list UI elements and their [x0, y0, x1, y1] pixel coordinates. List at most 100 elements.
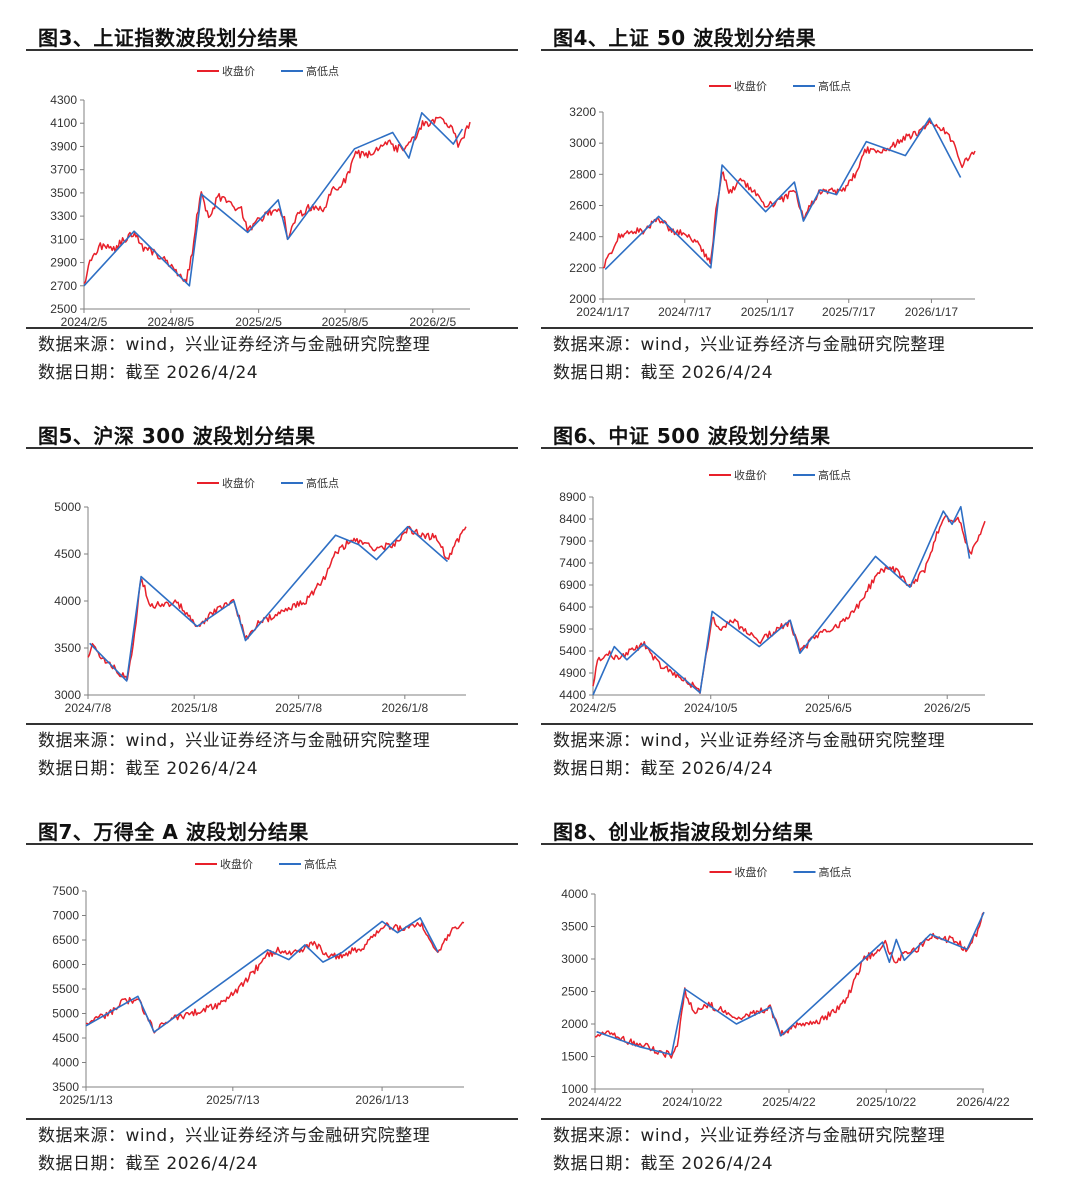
title-rule — [541, 447, 1033, 449]
x-tick-label: 2024/10/5 — [684, 701, 738, 715]
y-tick-label: 3500 — [50, 186, 77, 200]
source-rule — [26, 327, 518, 329]
chart-panel-wind-a: 图7、万得全 A 波段划分结果 3500 4000 4500 5000 5500 6000… — [26, 806, 518, 1184]
line-chart: 1000 1500 2000 2500 3000 3500 4000 2024/4/22 202… — [561, 865, 1010, 1109]
x-tick-label: 2024/2/5 — [61, 315, 108, 329]
x-tick-label: 2024/1/17 — [576, 305, 630, 319]
legend-pivot-item-label: 高低点 — [306, 476, 339, 490]
x-tick-label: 2026/1/13 — [355, 1093, 409, 1107]
y-tick-label: 4500 — [52, 1031, 79, 1045]
y-tick-label: 5000 — [54, 500, 81, 514]
y-tick-label: 3100 — [50, 232, 77, 246]
line-chart: 2500 2700 2900 3100 3300 3500 3700 3900 4100 4300… — [50, 64, 471, 329]
y-tick-label: 3700 — [50, 163, 77, 177]
x-tick-label: 2026/2/5 — [409, 315, 456, 329]
source-rule — [541, 723, 1033, 725]
title-rule — [26, 843, 518, 845]
legend-pivot-item-label: 高低点 — [819, 865, 852, 879]
x-tick-label: 2025/1/17 — [741, 305, 795, 319]
y-tick-label: 3000 — [561, 952, 588, 966]
y-tick-label: 5500 — [52, 982, 79, 996]
legend-pivot-item-label: 高低点 — [818, 79, 851, 93]
y-tick-label: 7500 — [52, 884, 79, 898]
title-rule — [26, 49, 518, 51]
pivot-series — [83, 111, 464, 287]
y-tick-label: 4000 — [54, 594, 81, 608]
chart-legend: 收盘价 高低点 — [709, 865, 852, 879]
x-tick-label: 2025/7/13 — [206, 1093, 260, 1107]
close-price-series — [83, 116, 471, 284]
x-tick-label: 2024/7/8 — [65, 701, 112, 715]
chart-panel-sse: 图3、上证指数波段划分结果 2500 2700 2900 3100 3300 3500 37… — [26, 12, 518, 390]
chart-panel-csi300: 图5、沪深 300 波段划分结果 3000 3500 4000 4500 5000 202… — [26, 410, 518, 788]
y-tick-label: 4300 — [50, 93, 77, 107]
source-rule — [541, 327, 1033, 329]
legend-close-item-label: 收盘价 — [735, 865, 768, 879]
legend-close-item-label: 收盘价 — [220, 857, 253, 871]
y-tick-label: 2500 — [50, 302, 77, 316]
data-source-note: 数据来源：wind，兴业证券经济与金融研究院整理 — [553, 335, 946, 355]
x-tick-label: 2024/10/22 — [662, 1095, 722, 1109]
y-tick-label: 6400 — [559, 600, 586, 614]
line-chart: 3000 3500 4000 4500 5000 2024/7/8 2025/1/8 2025… — [54, 476, 467, 715]
x-tick-label: 2024/2/5 — [570, 701, 617, 715]
line-chart: 3500 4000 4500 5000 5500 6000 6500 7000 7500 2025… — [52, 857, 465, 1107]
y-tick-label: 6500 — [52, 933, 79, 947]
figure-title: 图6、中证 500 波段划分结果 — [553, 424, 831, 448]
close-price-series — [85, 921, 465, 1034]
legend-close-item-label: 收盘价 — [222, 64, 255, 78]
chart-panel-sse50: 图4、上证 50 波段划分结果 2000 2200 2400 2600 2800 3000… — [541, 12, 1033, 390]
x-tick-label: 2026/1/8 — [381, 701, 428, 715]
y-tick-label: 3300 — [50, 209, 77, 223]
y-tick-label: 7000 — [52, 909, 79, 923]
legend-pivot-item-label: 高低点 — [304, 857, 337, 871]
data-source-note: 数据来源：wind，兴业证券经济与金融研究院整理 — [38, 1126, 431, 1146]
y-tick-label: 3500 — [561, 920, 588, 934]
y-tick-label: 3900 — [50, 139, 77, 153]
y-tick-label: 3000 — [54, 688, 81, 702]
source-rule — [26, 723, 518, 725]
title-rule — [541, 49, 1033, 51]
y-tick-label: 5400 — [559, 644, 586, 658]
figure-title: 图8、创业板指波段划分结果 — [553, 820, 814, 844]
source-rule — [26, 1118, 518, 1120]
x-tick-label: 2025/1/13 — [59, 1093, 113, 1107]
data-source-note: 数据来源：wind，兴业证券经济与金融研究院整理 — [38, 731, 431, 751]
close-price-series — [592, 514, 986, 695]
x-tick-label: 2025/4/22 — [762, 1095, 816, 1109]
y-tick-label: 4000 — [561, 887, 588, 901]
y-tick-label: 4000 — [52, 1056, 79, 1070]
pivot-series — [89, 525, 449, 682]
chart-panel-chinext: 图8、创业板指波段划分结果 1000 1500 2000 2500 3000 3500 40… — [541, 806, 1033, 1184]
y-tick-label: 2800 — [569, 167, 596, 181]
x-tick-label: 2025/10/22 — [856, 1095, 916, 1109]
chart-legend: 收盘价 高低点 — [709, 79, 851, 93]
y-tick-label: 7900 — [559, 534, 586, 548]
pivot-series — [604, 117, 962, 270]
x-tick-label: 2026/2/5 — [924, 701, 971, 715]
y-tick-label: 3500 — [52, 1080, 79, 1094]
chart-legend: 收盘价 高低点 — [197, 476, 339, 490]
y-tick-label: 2200 — [569, 261, 596, 275]
y-tick-label: 6000 — [52, 958, 79, 972]
y-tick-label: 8900 — [559, 490, 586, 504]
y-tick-label: 2900 — [50, 256, 77, 270]
x-tick-label: 2025/1/8 — [171, 701, 218, 715]
data-source-note: 数据来源：wind，兴业证券经济与金融研究院整理 — [553, 731, 946, 751]
data-date-note: 数据日期：截至 2026/4/24 — [38, 363, 259, 383]
y-tick-label: 5000 — [52, 1007, 79, 1021]
y-tick-label: 1500 — [561, 1050, 588, 1064]
y-tick-label: 3200 — [569, 105, 596, 119]
x-tick-label: 2024/8/5 — [147, 315, 194, 329]
chart-legend: 收盘价 高低点 — [709, 468, 851, 482]
x-tick-label: 2025/8/5 — [322, 315, 369, 329]
legend-close-item-label: 收盘价 — [734, 79, 767, 93]
pivot-series — [596, 911, 985, 1056]
y-tick-label: 4400 — [559, 688, 586, 702]
close-price-series — [602, 119, 976, 269]
figure-title: 图5、沪深 300 波段划分结果 — [38, 424, 316, 448]
y-tick-label: 2700 — [50, 279, 77, 293]
x-tick-label: 2026/1/17 — [905, 305, 959, 319]
y-tick-label: 4100 — [50, 116, 77, 130]
source-rule — [541, 1118, 1033, 1120]
